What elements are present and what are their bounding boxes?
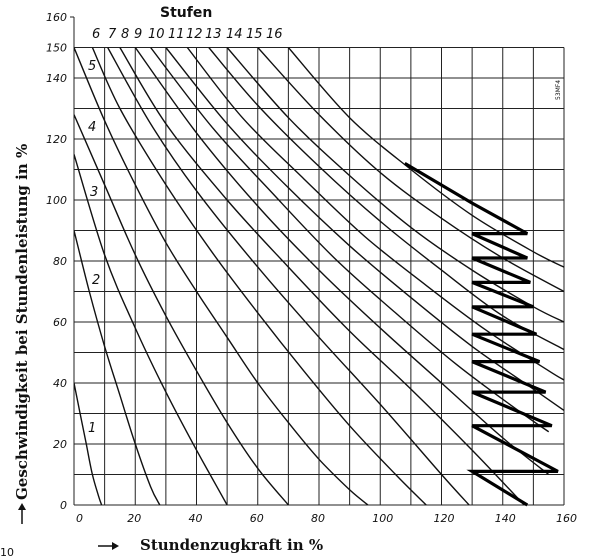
y-tick-label: 20 [53,438,67,451]
series-label-12: 12 [186,27,203,42]
x-tick-label: 140 [495,512,516,525]
y-tick-label: 140 [46,72,67,85]
series-line-3 [74,154,228,505]
series-label-4: 4 [88,120,96,135]
x-tick-label: 60 [250,512,264,525]
series-label-1: 1 [88,421,96,436]
series-line-1 [74,382,103,505]
x-tick-label: 120 [434,512,455,525]
series-line-15 [257,47,565,293]
series-label-15: 15 [246,27,263,42]
series-label-16: 16 [266,27,283,42]
y-axis-arrow [18,503,26,524]
y-tick-labels: 0 20 40 60 80 100 120 140 150 160 [46,11,67,512]
series-label-11: 11 [168,27,185,42]
series-label-8: 8 [121,27,129,42]
y-tick-label: 80 [53,255,67,268]
x-tick-label: 100 [372,512,393,525]
figure-code: 53MF4 [555,80,562,100]
series-line-12 [186,47,565,381]
series-line-6 [91,47,427,505]
series-line-4 [74,114,289,505]
x-tick-label: 160 [556,512,577,525]
y-tick-label: 150 [46,42,67,55]
series-label-10: 10 [148,27,165,42]
series-label-9: 9 [134,27,142,42]
x-tick-label: 80 [311,512,325,525]
series-label-5: 5 [88,59,96,74]
series-line-9 [134,47,550,476]
series-line-5 [74,47,369,505]
series-label-13: 13 [205,27,222,42]
series-label-14: 14 [226,27,243,42]
y-tick-label: 100 [46,194,67,207]
series-label-3: 3 [90,185,98,200]
series-label-2: 2 [92,273,100,288]
y-axis-label: Geschwindigkeit bei Stundenleistung in % [13,144,31,500]
series-line-10 [150,47,550,433]
y-tick-label: 160 [46,11,67,24]
x-tick-label: 0 [76,512,83,525]
x-tick-labels: 0 20 40 60 80 100 120 140 160 [76,512,577,525]
series-line-8 [119,47,525,505]
series-line-13 [208,47,565,351]
x-tick-label: 20 [127,512,141,525]
series-label-7: 7 [108,27,117,42]
y-tick-label: 0 [60,499,67,512]
series-line-7 [107,47,470,505]
series-line-16 [287,47,565,268]
y-tick-label: 120 [46,133,67,146]
x-axis-label: Stundenzugkraft in % [140,536,323,554]
series-label-6: 6 [92,27,100,42]
chart-title: Stufen [160,5,212,21]
y-tick-label: 40 [53,377,67,390]
x-tick-label: 40 [189,512,203,525]
series-line-2 [74,230,161,505]
operating-path [403,162,559,507]
page-number: 10 [0,546,14,559]
x-axis-arrow [98,542,119,550]
y-tick-label: 60 [53,316,67,329]
